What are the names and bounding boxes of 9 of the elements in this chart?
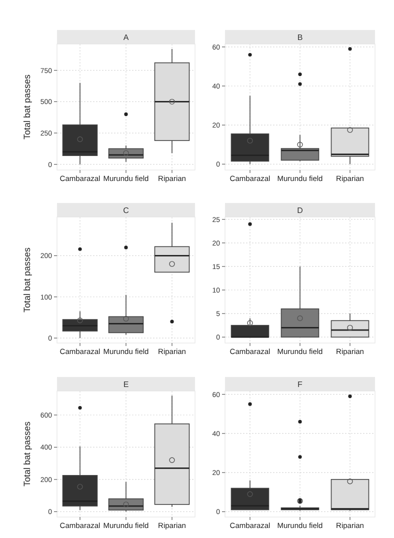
y-axis-title: Total bat passes [22,74,32,140]
chart-title: C [123,206,130,215]
y-axis-title: Total bat passes [22,420,32,487]
chart-title: A [123,33,130,42]
chart-title: F [298,380,303,389]
chart-title: B [297,33,303,42]
chart-title: D [297,206,304,215]
y-axis-title: Total bat passes [22,246,32,313]
chart-title: E [123,380,129,389]
